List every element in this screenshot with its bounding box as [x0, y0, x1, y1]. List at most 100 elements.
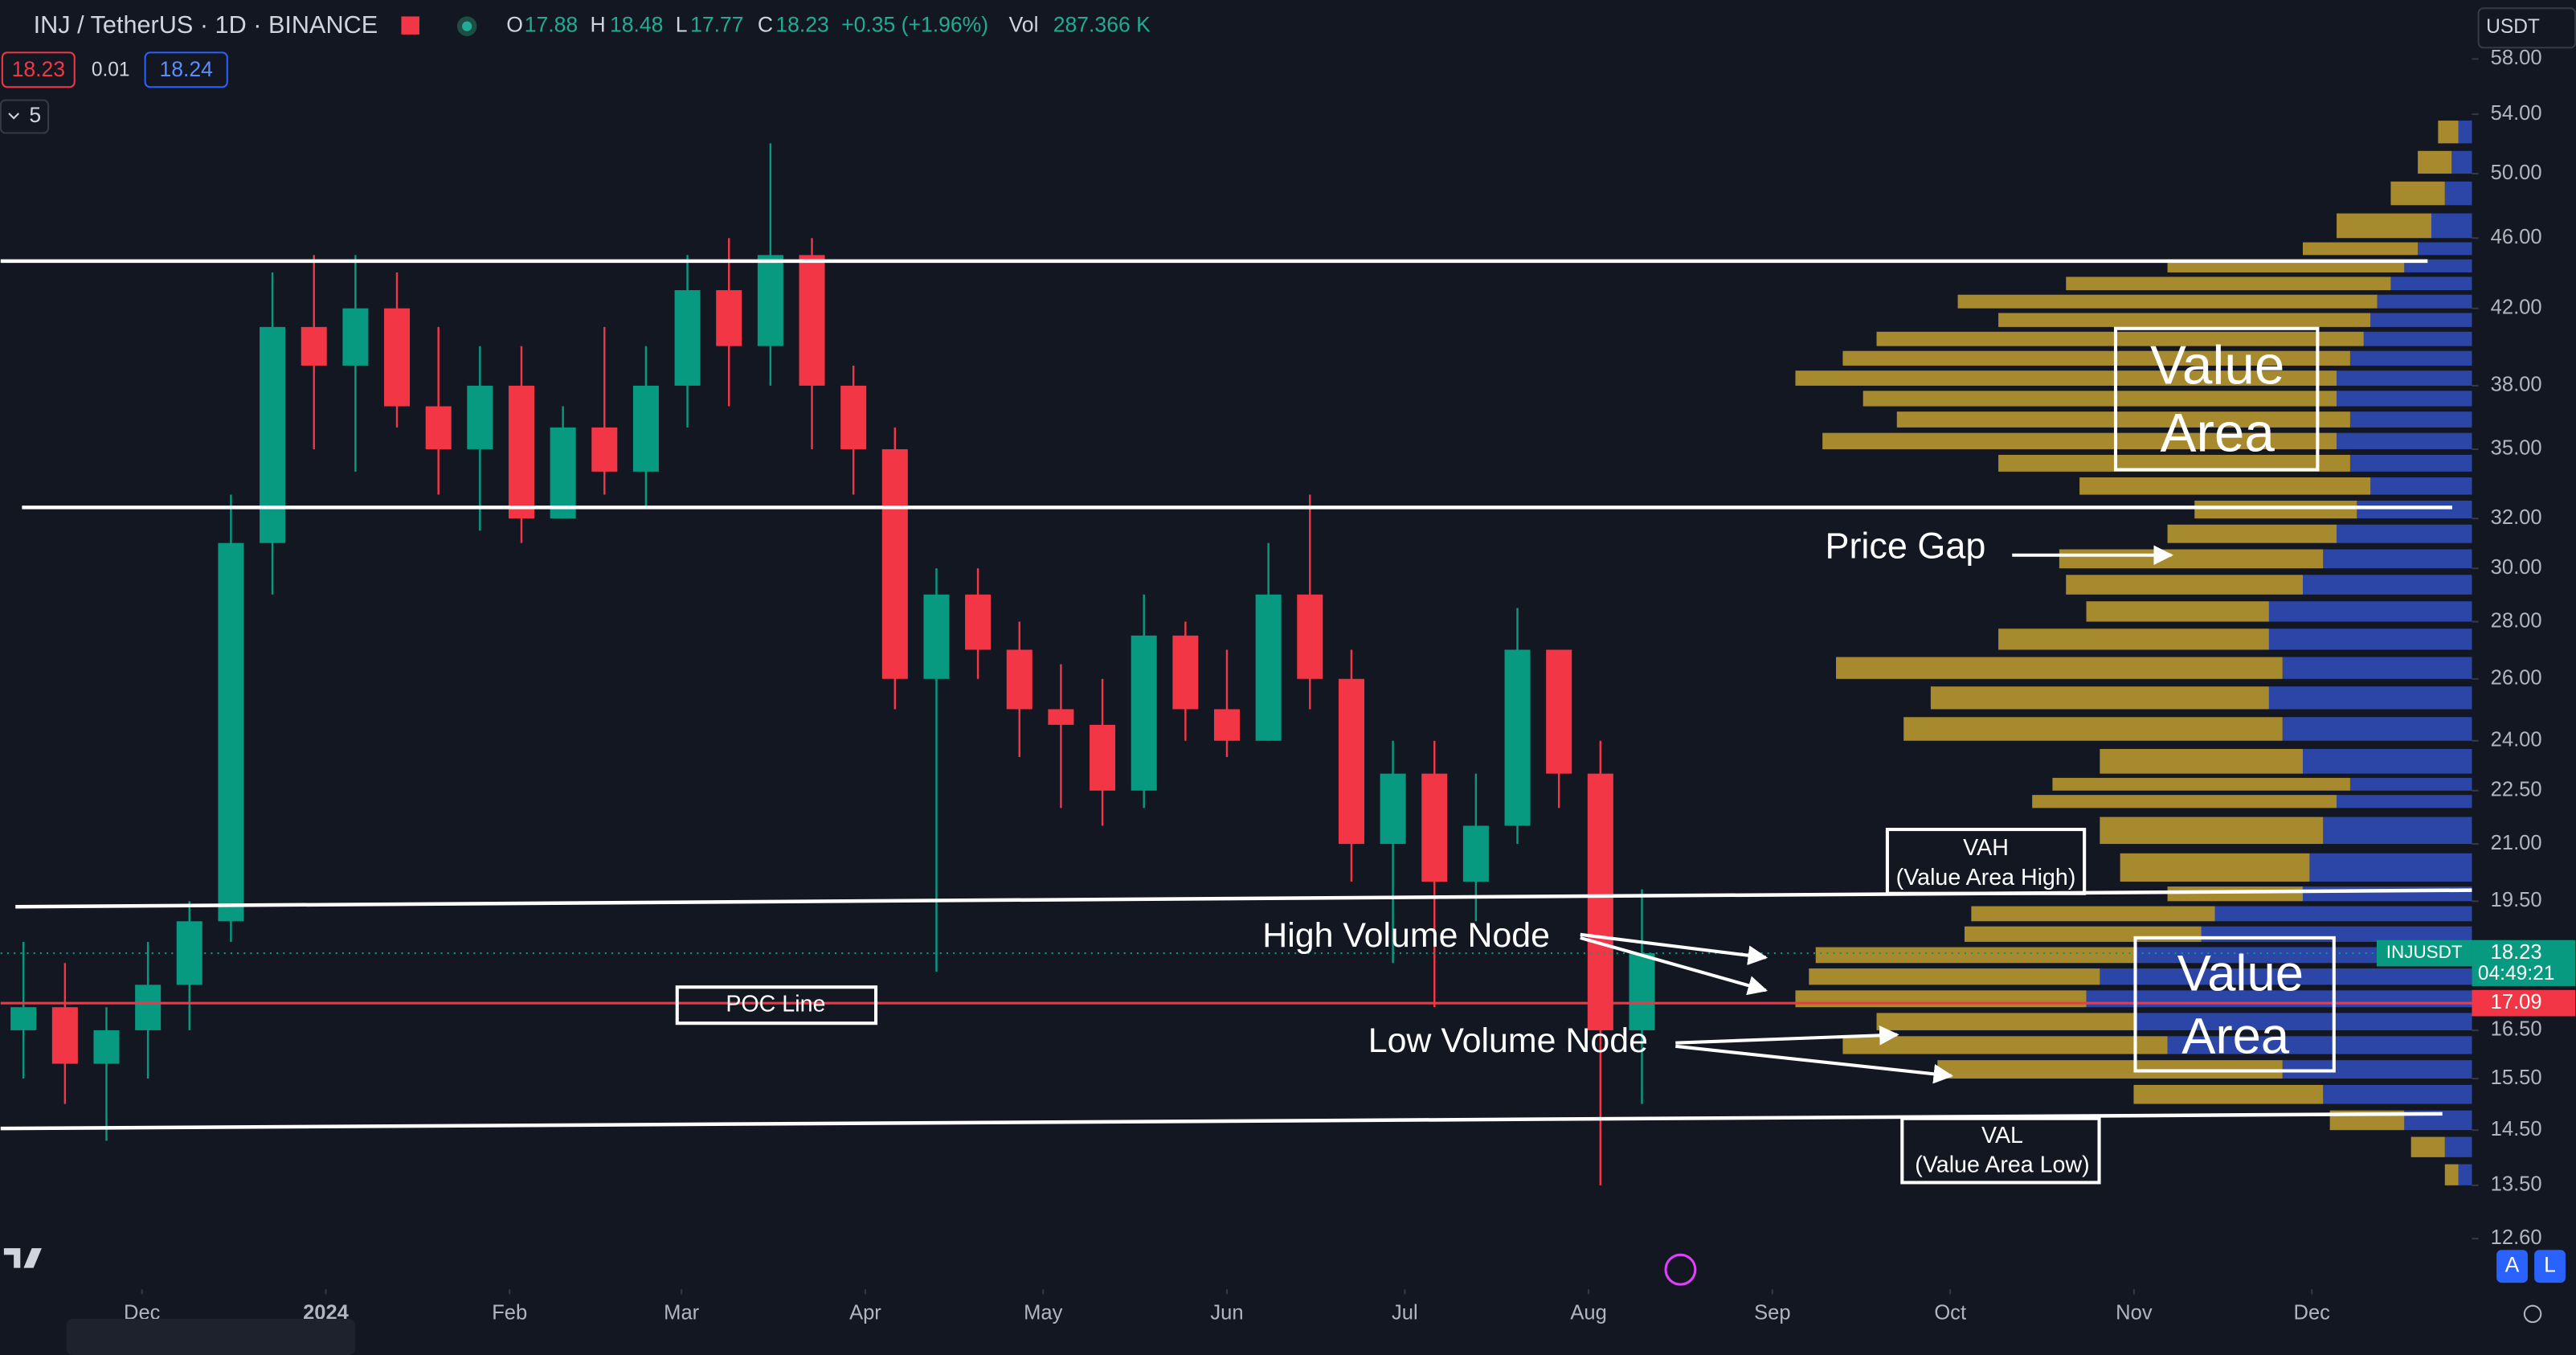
candle-body [218, 542, 244, 922]
profile-down [2458, 1164, 2472, 1185]
candle-body [260, 326, 286, 543]
x-tick-label: Oct [1934, 1302, 1966, 1324]
profile-up [1998, 454, 2350, 472]
candle-body [965, 594, 992, 650]
y-tick-label: 50.00 [2491, 162, 2542, 184]
candle-body [467, 385, 493, 449]
profile-down [2444, 1136, 2472, 1157]
profile-up [1842, 350, 2350, 366]
candle-body [591, 427, 618, 472]
candle-body [1421, 773, 1448, 882]
ask[interactable]: 18.24 [160, 57, 213, 81]
price-gap-label: Price Gap [1825, 525, 1985, 566]
value-area-box [2133, 935, 2336, 1073]
profile-down [2444, 181, 2472, 206]
profile-up [2059, 549, 2324, 569]
profile-up [1998, 628, 2269, 650]
drawing-toolbar[interactable] [66, 1319, 356, 1355]
auto-button[interactable] [2496, 1250, 2528, 1283]
settings-icon[interactable] [2523, 1304, 2542, 1324]
profile-up [1809, 968, 2100, 985]
candle-body [716, 290, 742, 346]
profile-up [2079, 477, 2371, 495]
symbol[interactable]: INJ / TetherUS · 1D · BINANCE [34, 11, 378, 39]
profile-down [2302, 748, 2472, 774]
profile-up [1964, 926, 2202, 942]
x-tick-label: Nov [2116, 1302, 2153, 1324]
bid-box[interactable] [1, 51, 76, 88]
candle-body [1462, 825, 1489, 882]
indicators-count[interactable]: 5 [29, 103, 41, 127]
profile-down [2133, 1013, 2472, 1030]
profile-down [2431, 213, 2472, 239]
profile-up [1795, 370, 2337, 386]
value-area-label: Value [2177, 946, 2304, 1002]
candle-body [757, 255, 783, 346]
candle-body [135, 985, 162, 1030]
profile-up [2302, 242, 2419, 256]
profile-up [2100, 748, 2303, 774]
y-tick-label: 54.00 [2491, 102, 2542, 125]
y-tick-label: 16.50 [2491, 1018, 2542, 1041]
profile-down [2337, 795, 2472, 808]
profile-down [2323, 549, 2472, 569]
candle-body [10, 1007, 37, 1030]
y-tick-label: 14.50 [2491, 1118, 2542, 1140]
profile-down [2302, 575, 2472, 595]
low-value: 17.77 [690, 13, 743, 37]
candle-body [93, 1030, 120, 1064]
value-area-box [2113, 326, 2320, 472]
profile-up [2066, 276, 2391, 291]
profile-up [1862, 391, 2337, 407]
currency[interactable]: USDT [2486, 16, 2540, 38]
x-tick-label: Sep [1754, 1302, 1790, 1324]
indicators-toggle[interactable] [0, 99, 50, 134]
volume-value: 287.366 K [1053, 13, 1151, 37]
poc-badge [2472, 989, 2576, 1017]
candle-body [1297, 594, 1323, 679]
hvn-label: High Volume Node [1262, 916, 1550, 955]
y-tick-label: 38.00 [2491, 374, 2542, 396]
poc-label: POC Line [726, 991, 825, 1017]
y-tick-label: 21.00 [2491, 832, 2542, 854]
profile-down [2167, 1036, 2472, 1054]
candle-body [301, 326, 327, 366]
x-tick-label: Mar [664, 1302, 699, 1324]
profile-up [2167, 524, 2337, 543]
profile-down [2370, 313, 2472, 327]
y-tick-label: 19.50 [2491, 889, 2542, 911]
spread: 0.01 [92, 59, 130, 80]
candle-body [674, 290, 701, 386]
currency-select[interactable] [2477, 7, 2576, 49]
candle-body [1006, 649, 1032, 710]
x-tick-label: Feb [492, 1302, 527, 1324]
bid[interactable]: 18.23 [12, 57, 65, 81]
profile-down [2268, 601, 2472, 622]
logo[interactable] [3, 1248, 42, 1268]
open-value: 17.88 [525, 13, 578, 37]
log-button[interactable] [2534, 1250, 2566, 1283]
y-tick-label: 35.00 [2491, 437, 2542, 460]
val-sub-label: (Value Area Low) [1915, 1152, 2089, 1178]
profile-up [2120, 853, 2310, 882]
annotation-boxes [675, 326, 2336, 1185]
candle-body [1587, 773, 1613, 1030]
ask-box[interactable] [144, 51, 228, 88]
profile-up [1842, 1036, 2168, 1054]
auto-label[interactable]: A [2505, 1253, 2520, 1277]
status-dot-inner [462, 21, 472, 31]
profile-up [2418, 150, 2452, 174]
lightning-icon[interactable] [1664, 1253, 1697, 1286]
candle-body [1131, 635, 1157, 791]
profile-up [2444, 1164, 2459, 1185]
profile-up [1795, 990, 2087, 1008]
profile-down [2214, 906, 2472, 922]
profile-down [2282, 1060, 2472, 1079]
arrow [1580, 932, 1768, 965]
profile-up [1957, 294, 2378, 309]
profile-down [2337, 370, 2472, 386]
y-tick-label: 26.00 [2491, 667, 2542, 690]
flag-icon[interactable] [401, 16, 419, 35]
log-label[interactable]: L [2544, 1253, 2556, 1277]
